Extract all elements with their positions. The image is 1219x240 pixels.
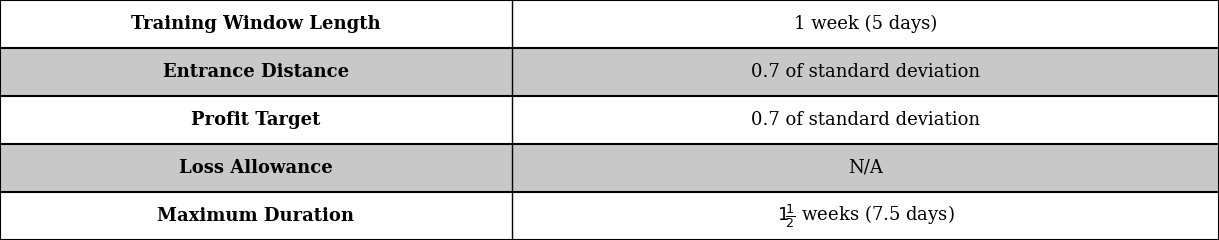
- Text: $1\!\frac{1}{2}$ weeks (7.5 days): $1\!\frac{1}{2}$ weeks (7.5 days): [777, 202, 954, 230]
- Text: N/A: N/A: [848, 159, 883, 177]
- Bar: [0, 0, 1219, 48]
- Text: Loss Allowance: Loss Allowance: [179, 159, 333, 177]
- Text: Training Window Length: Training Window Length: [132, 15, 380, 33]
- Bar: [0, 192, 1219, 240]
- Text: Maximum Duration: Maximum Duration: [157, 207, 355, 225]
- Bar: [0, 144, 1219, 192]
- Bar: [0, 48, 1219, 96]
- Text: Entrance Distance: Entrance Distance: [163, 63, 349, 81]
- Text: 0.7 of standard deviation: 0.7 of standard deviation: [751, 63, 980, 81]
- Bar: [0, 96, 1219, 144]
- Text: 1 week (5 days): 1 week (5 days): [794, 15, 937, 33]
- Text: Profit Target: Profit Target: [191, 111, 321, 129]
- Text: 0.7 of standard deviation: 0.7 of standard deviation: [751, 111, 980, 129]
